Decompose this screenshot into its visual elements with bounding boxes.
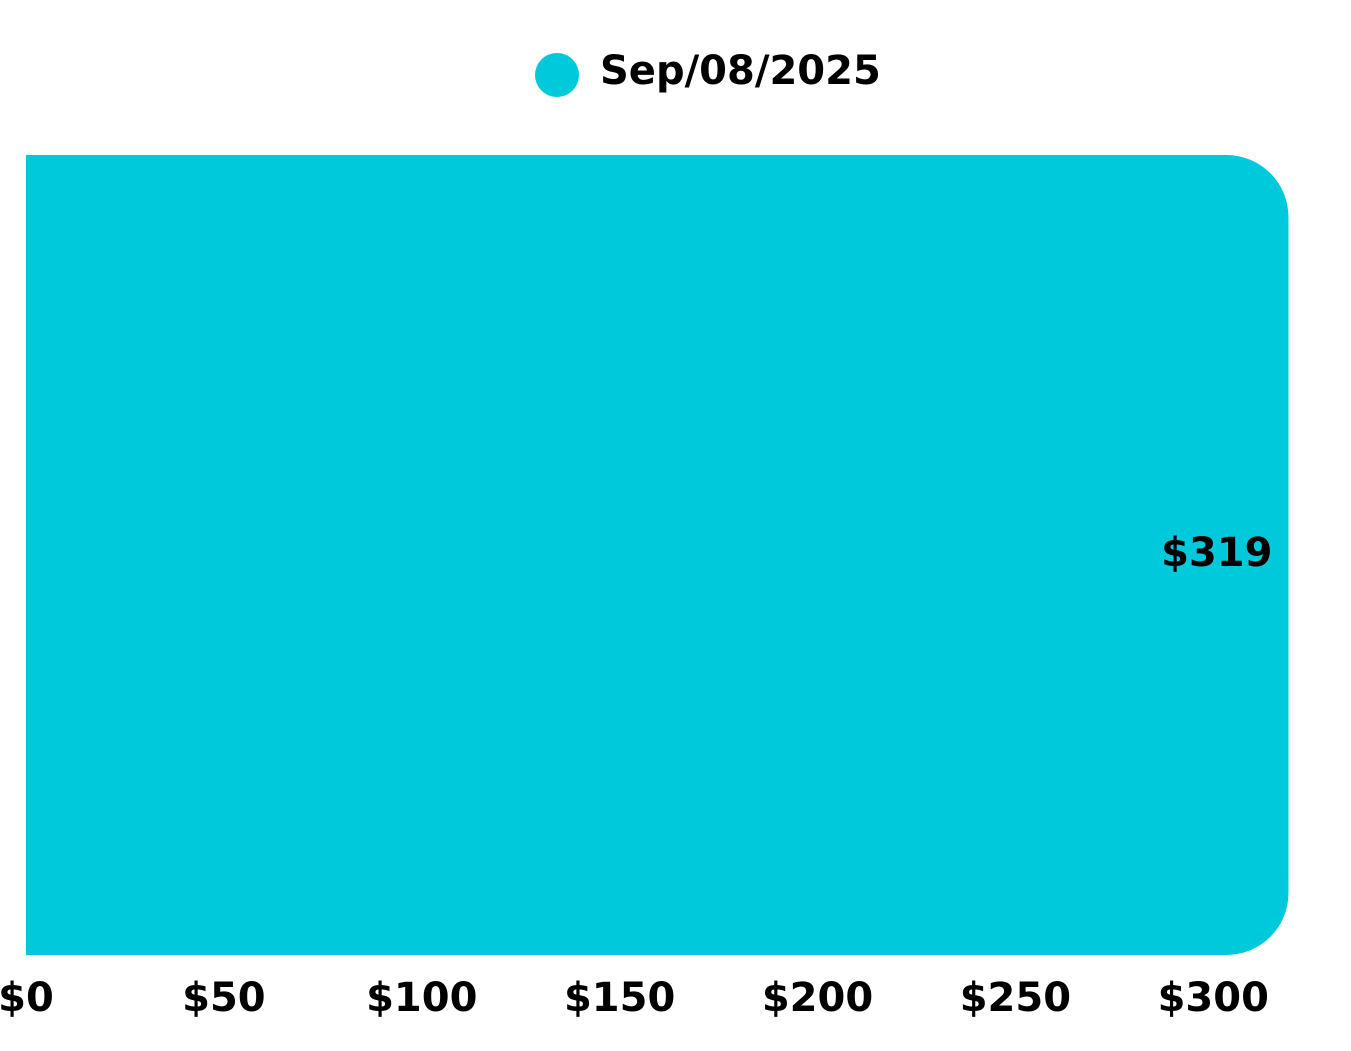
- bar: [26, 155, 1289, 955]
- x-tick-label: $100: [366, 975, 477, 1021]
- legend-marker: [535, 53, 579, 97]
- x-tick-label: $250: [960, 975, 1071, 1021]
- x-tick-label: $150: [564, 975, 675, 1021]
- legend-label: Sep/08/2025: [600, 48, 881, 94]
- x-tick-label: $300: [1158, 975, 1269, 1021]
- x-tick-label: $50: [182, 975, 266, 1021]
- x-tick-label: $0: [0, 975, 54, 1021]
- value-label: $319: [1161, 530, 1272, 576]
- x-tick-label: $200: [762, 975, 873, 1021]
